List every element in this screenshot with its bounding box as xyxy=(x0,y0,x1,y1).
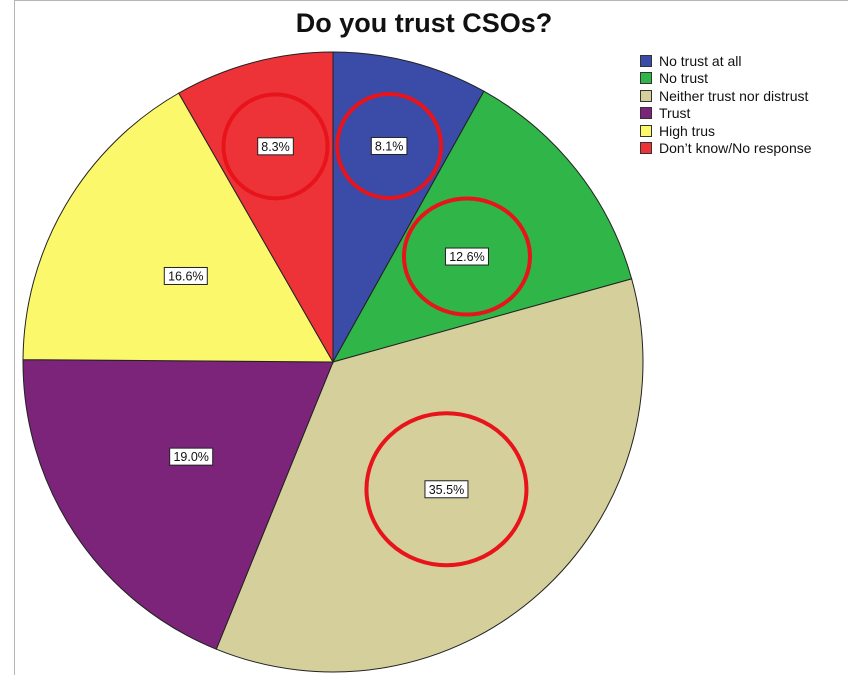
data-label-box xyxy=(370,136,408,155)
chart-title: Do you trust CSOs? xyxy=(295,8,553,38)
legend-item-no-trust-at-all: No trust at all xyxy=(640,52,812,70)
data-label-no-trust: 12.6% xyxy=(444,247,489,266)
legend-swatch xyxy=(640,72,652,85)
legend-swatch xyxy=(640,107,652,120)
pie-slice-trust xyxy=(22,359,334,650)
data-label-box xyxy=(169,447,214,466)
data-label-text: 19.0% xyxy=(173,450,208,464)
legend-label: No trust at all xyxy=(659,52,742,69)
highlight-circle-don-t-know-no-response xyxy=(221,92,330,201)
pie-slice-neither-trust-nor-distrust xyxy=(215,278,644,673)
highlight-circle-no-trust-at-all xyxy=(335,91,444,200)
data-label-text: 12.6% xyxy=(449,250,484,264)
legend-item-high-trus: High trus xyxy=(640,122,812,140)
legend-swatch xyxy=(640,142,652,155)
legend-item-trust: Trust xyxy=(640,105,812,123)
legend-item-don-t-know-no-response: Don’t know/No response xyxy=(640,140,812,158)
chart-frame xyxy=(14,0,848,675)
pie-slice-high-trus xyxy=(22,92,334,363)
highlight-circle-neither-trust-nor-distrust xyxy=(364,411,529,568)
data-label-no-trust-at-all: 8.1% xyxy=(370,136,408,155)
data-label-box xyxy=(257,137,294,156)
legend-label: No trust xyxy=(659,70,709,87)
chart-legend: No trust at all No trust Neither trust nor… xyxy=(640,52,812,157)
legend-label: Trust xyxy=(659,105,691,122)
pie-slice-don-t-know-no-response xyxy=(178,51,334,364)
legend-swatch xyxy=(640,124,652,137)
data-label-text: 8.3% xyxy=(261,140,290,154)
data-label-text: 16.6% xyxy=(168,269,203,283)
legend-label: Don’t know/No response xyxy=(659,140,812,157)
legend-item-neither-trust-nor-distrust: Neither trust nor distrust xyxy=(640,87,812,105)
data-label-box xyxy=(444,247,489,266)
data-label-don-t-know-no-response: 8.3% xyxy=(257,137,294,156)
data-label-box xyxy=(424,480,469,499)
legend-swatch xyxy=(640,89,652,102)
data-label-text: 35.5% xyxy=(429,483,464,497)
data-label-high-trus: 16.6% xyxy=(163,266,208,285)
pie-slice-no-trust xyxy=(331,90,633,363)
legend-item-no-trust: No trust xyxy=(640,70,812,88)
data-label-box xyxy=(163,266,208,285)
legend-label: High trus xyxy=(659,122,716,139)
data-label-text: 8.1% xyxy=(375,139,404,153)
legend-label: Neither trust nor distrust xyxy=(659,87,809,104)
highlight-circle-no-trust xyxy=(401,196,532,317)
data-label-trust: 19.0% xyxy=(169,447,214,466)
legend-swatch xyxy=(640,54,652,67)
pie-slice-no-trust-at-all xyxy=(332,51,485,364)
data-label-neither-trust-nor-distrust: 35.5% xyxy=(424,480,469,499)
